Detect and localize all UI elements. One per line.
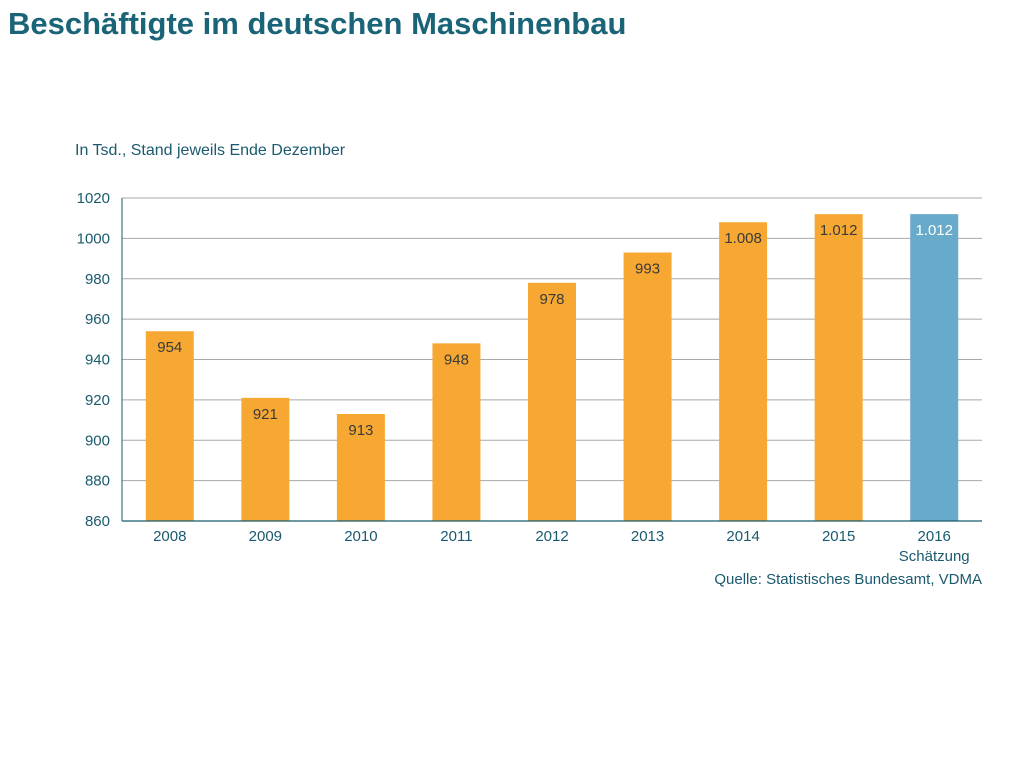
y-tick-label: 880 — [85, 473, 110, 490]
x-tick-label: 2009 — [249, 528, 282, 545]
labels: 954 2008 921 2009 913 2010 948 2011 978 2012 993 20… — [153, 222, 970, 565]
data-label: 1.008 — [724, 230, 762, 247]
bar — [241, 397, 290, 521]
x-tick-label: 2010 — [344, 528, 377, 545]
data-label: 954 — [157, 339, 182, 356]
y-tick-label: 980 — [85, 271, 110, 288]
y-tick-label: 960 — [85, 311, 110, 328]
data-label: 913 — [348, 422, 373, 439]
bar — [145, 331, 194, 521]
y-tick-label: 1020 — [77, 190, 110, 207]
bar — [814, 214, 863, 521]
y-tick-label: 920 — [85, 392, 110, 409]
y-tick-label: 860 — [85, 513, 110, 530]
axes: 860 880 900 920 940 960 980 1000 1020 — [77, 190, 982, 530]
data-label: 1.012 — [820, 222, 858, 239]
data-label: 993 — [635, 261, 660, 278]
bar — [432, 343, 481, 521]
x-tick-label: 2013 — [631, 528, 664, 545]
x-tick-note: Schätzung — [899, 548, 970, 565]
bar — [910, 214, 959, 521]
x-tick-label: 2015 — [822, 528, 855, 545]
bar — [336, 414, 385, 521]
x-tick-label: 2014 — [726, 528, 759, 545]
bar — [623, 252, 672, 521]
page-title: Beschäftigte im deutschen Maschinenbau — [8, 6, 627, 41]
y-tick-label: 940 — [85, 352, 110, 369]
data-label: 978 — [539, 291, 564, 308]
bar — [719, 222, 768, 521]
y-tick-label: 900 — [85, 432, 110, 449]
x-tick-label: 2008 — [153, 528, 186, 545]
chart-source: Quelle: Statistisches Bundesamt, VDMA — [714, 571, 982, 588]
x-tick-label: 2016 — [918, 528, 951, 545]
data-label: 921 — [253, 406, 278, 423]
bars — [145, 214, 959, 521]
y-tick-label: 1000 — [77, 230, 110, 247]
chart-subtitle: In Tsd., Stand jeweils Ende Dezember — [75, 142, 346, 159]
x-tick-label: 2011 — [440, 528, 472, 545]
x-tick-label: 2012 — [535, 528, 568, 545]
data-label: 948 — [444, 351, 469, 368]
data-label: 1.012 — [915, 222, 953, 239]
bar — [528, 282, 576, 521]
